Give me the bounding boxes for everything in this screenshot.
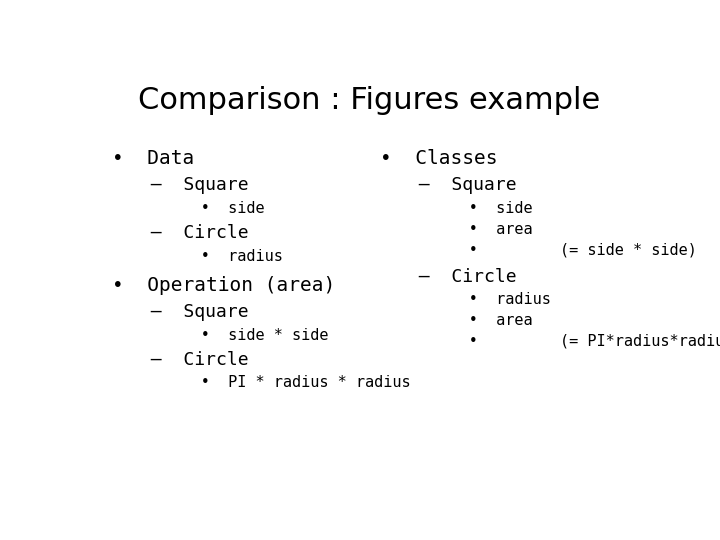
Text: –  Square: – Square (129, 303, 248, 321)
Text: •  side: • side (145, 201, 264, 216)
Text: •  Classes: • Classes (380, 149, 498, 168)
Text: –  Square: – Square (129, 177, 248, 194)
Text: •  side: • side (413, 201, 532, 216)
Text: •  radius: • radius (145, 248, 283, 264)
Text: •         (= side * side): • (= side * side) (413, 242, 696, 258)
Text: •  radius: • radius (413, 292, 551, 307)
Text: –  Circle: – Circle (129, 351, 248, 369)
Text: •  Data: • Data (112, 149, 194, 168)
Text: •  area: • area (413, 221, 532, 237)
Text: Comparison : Figures example: Comparison : Figures example (138, 85, 600, 114)
Text: •  area: • area (413, 313, 532, 328)
Text: –  Circle: – Circle (397, 268, 516, 286)
Text: –  Circle: – Circle (129, 224, 248, 242)
Text: –  Square: – Square (397, 177, 516, 194)
Text: •  Operation (area): • Operation (area) (112, 276, 336, 295)
Text: •  PI * radius * radius: • PI * radius * radius (145, 375, 410, 390)
Text: •  side * side: • side * side (145, 328, 328, 342)
Text: •         (= PI*radius*radius): • (= PI*radius*radius) (413, 334, 720, 349)
